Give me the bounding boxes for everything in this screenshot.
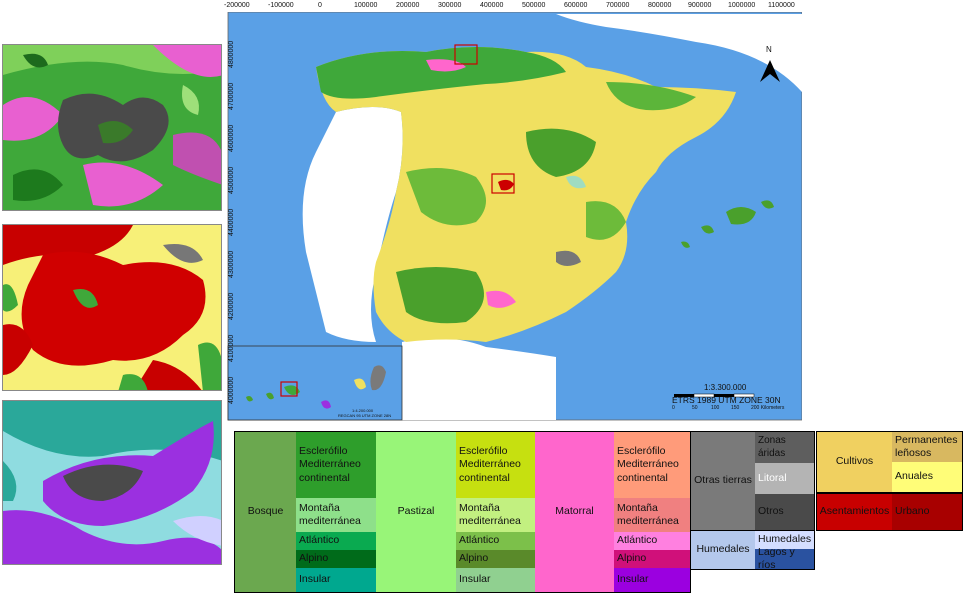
legend-outline-main [234, 431, 691, 593]
x-tick-label: 200000 [396, 2, 420, 9]
legend-outline-otras [690, 431, 815, 531]
legend-otras-tierras: Otras tierras [691, 432, 755, 530]
x-tick-label: 0 [318, 2, 322, 9]
legend-bosque-montana: Montaña mediterránea [296, 498, 376, 532]
y-tick-label: 4200000 [228, 292, 235, 320]
y-tick-label: 4800000 [228, 40, 235, 68]
legend-label: Esclerófilo [299, 445, 348, 458]
legend-matorral-alpino: Alpino [614, 550, 690, 568]
legend-litoral: Litoral [755, 463, 814, 494]
legend-pastizal: Pastizal [376, 432, 456, 592]
north-arrow-icon: N [766, 45, 772, 54]
legend-pastizal-esclerofilo-continental: Esclerófilo Mediterráneo continental [456, 432, 535, 498]
legend-matorral-insular: Insular [614, 568, 690, 592]
scalebar-label: 150 [731, 405, 740, 411]
legend-label: Mediterráneo continental [459, 458, 521, 484]
legend-bosque-esclerofilo-continental: Esclerófilo Mediterráneo continental [296, 432, 376, 498]
inset-panel-madrid [2, 224, 222, 391]
legend-label: Esclerófilo [459, 445, 508, 458]
inset-madrid-landcover [3, 225, 221, 390]
y-tick-label: 4700000 [228, 82, 235, 110]
inset-canarias-landcover [3, 401, 221, 564]
spain-landcover-map [227, 12, 802, 421]
map-scale-text: 1:3.300.000 [704, 383, 747, 392]
y-tick-label: 4000000 [228, 376, 235, 404]
x-tick-label: 400000 [480, 2, 504, 9]
inset-north-landcover [3, 45, 221, 210]
x-tick-label: 800000 [648, 2, 672, 9]
legend-anuales: Anuales [892, 462, 962, 492]
legend-matorral: Matorral [535, 432, 614, 592]
x-tick-label: 300000 [438, 2, 462, 9]
legend-matorral-montana: Montaña mediterránea [614, 498, 690, 532]
scalebar-label: 100 [711, 405, 720, 411]
y-tick-label: 4500000 [228, 166, 235, 194]
canary-scale-text: 1:4.200.000 [352, 408, 374, 413]
legend-permanentes: Permanentes leñosos [892, 432, 962, 462]
legend-pastizal-insular: Insular [456, 568, 535, 592]
legend-outline-asentamientos [816, 493, 963, 531]
legend-zonas-aridas: Zonas áridas [755, 432, 814, 463]
legend-matorral-atlantico: Atlántico [614, 532, 690, 550]
inset-panel-north [2, 44, 222, 211]
legend-otros: Otros [755, 494, 814, 530]
x-tick-label: 100000 [354, 2, 378, 9]
main-map: -200000 -100000 0 100000 200000 300000 4… [224, 2, 802, 422]
scalebar-label: 200 Kilometers [751, 405, 785, 411]
x-tick-label: 1000000 [728, 2, 756, 9]
legend-bosque-alpino: Alpino [296, 550, 376, 568]
x-tick-label: -100000 [268, 2, 294, 9]
legend-matorral-esclerofilo-continental: Esclerófilo Mediterráneo continental [614, 432, 690, 498]
legend-lagos-rios: Lagos y ríos [755, 546, 814, 571]
legend-label: Mediterráneo continental [299, 458, 361, 484]
legend-humedales: Humedales [691, 531, 755, 569]
legend-bosque-atlantico: Atlántico [296, 532, 376, 550]
legend-humedales-sub: Humedales [755, 531, 814, 549]
y-tick-label: 4600000 [228, 124, 235, 152]
legend-cultivos: Cultivos [817, 432, 892, 492]
y-tick-label: 4100000 [228, 334, 235, 362]
legend-pastizal-atlantico: Atlántico [456, 532, 535, 550]
legend-outline-humedales [690, 530, 815, 570]
legend-urbano: Urbano [892, 494, 962, 530]
x-tick-label: 700000 [606, 2, 630, 9]
projection-text: ETRS 1989 UTM ZONE 30N [672, 395, 781, 405]
legend-asentamientos: Asentamientos [817, 494, 892, 530]
legend-outline-cultivos [816, 431, 963, 493]
inset-panel-canarias [2, 400, 222, 565]
canary-projection-text: REGCAN 95 UTM ZONE 28N [338, 413, 392, 418]
legend-pastizal-montana: Montaña mediterránea [456, 498, 535, 532]
x-tick-label: 1100000 [768, 2, 795, 9]
scalebar-label: 0 [672, 405, 675, 411]
x-tick-label: 500000 [522, 2, 546, 9]
x-tick-label: -200000 [224, 2, 250, 9]
y-tick-label: 4400000 [228, 208, 235, 236]
x-tick-label: 600000 [564, 2, 588, 9]
y-tick-label: 4300000 [228, 250, 235, 278]
legend-bosque: Bosque [235, 432, 296, 592]
legend-bosque-insular: Insular [296, 568, 376, 592]
legend-label: Esclerófilo [617, 445, 666, 458]
legend-pastizal-alpino: Alpino [456, 550, 535, 568]
scalebar-label: 50 [692, 405, 698, 411]
legend-label: Mediterráneo continental [617, 458, 679, 484]
x-tick-label: 900000 [688, 2, 712, 9]
